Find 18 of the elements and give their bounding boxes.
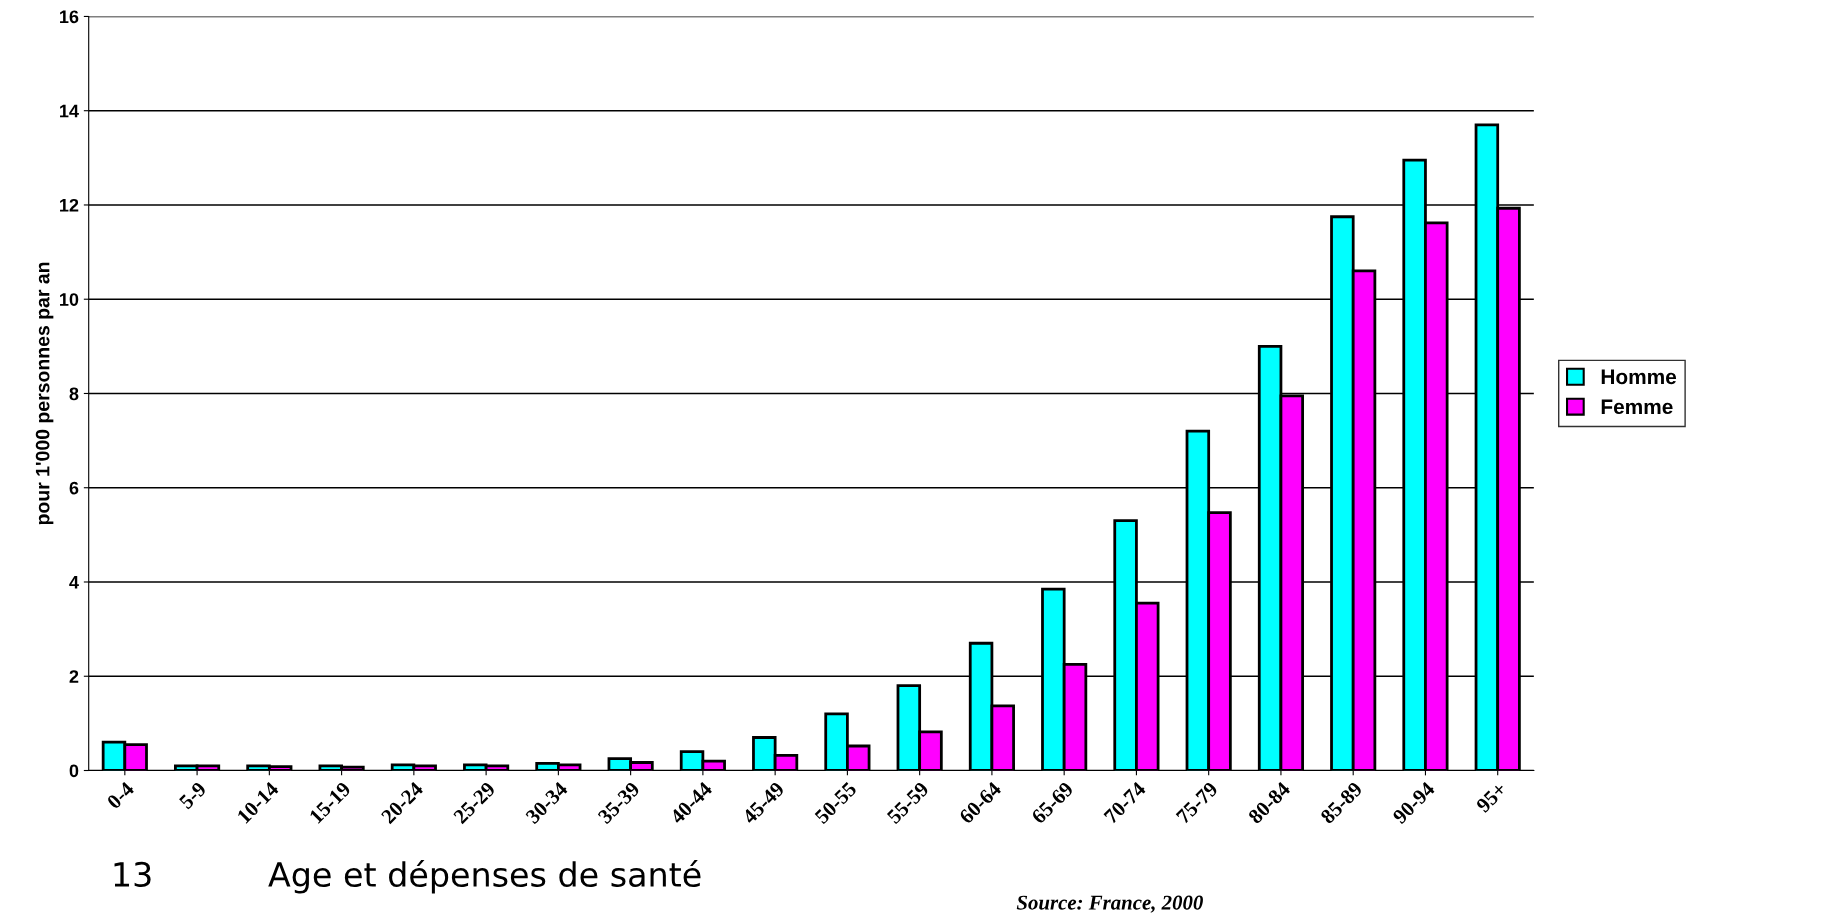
text: Age et dépenses de santé — [268, 859, 701, 894]
legend-label: Homme — [1601, 369, 1677, 385]
text: 13 — [114, 861, 151, 888]
y-tick-label: 4 — [69, 576, 79, 589]
source-note: Source: France, 2000 — [1016, 895, 1203, 913]
y-tick-label: 2 — [69, 670, 79, 683]
x-tick-label: 5-9 — [178, 781, 207, 810]
x-tick-label: 95+ — [1475, 781, 1508, 814]
x-tick-label: 0-4 — [106, 780, 135, 810]
y-tick-label: 12 — [60, 198, 79, 212]
y-tick-label: 0 — [69, 764, 79, 778]
y-tick-label: 6 — [69, 481, 79, 495]
y-tick-label: 8 — [69, 387, 79, 401]
y-tick-label: 16 — [60, 10, 79, 24]
y-tick-label: 10 — [60, 293, 79, 306]
legend-label: Femme — [1601, 399, 1673, 415]
y-axis-title: pour 1'000 personnes par an — [35, 262, 54, 525]
y-tick-label: 14 — [60, 104, 79, 118]
